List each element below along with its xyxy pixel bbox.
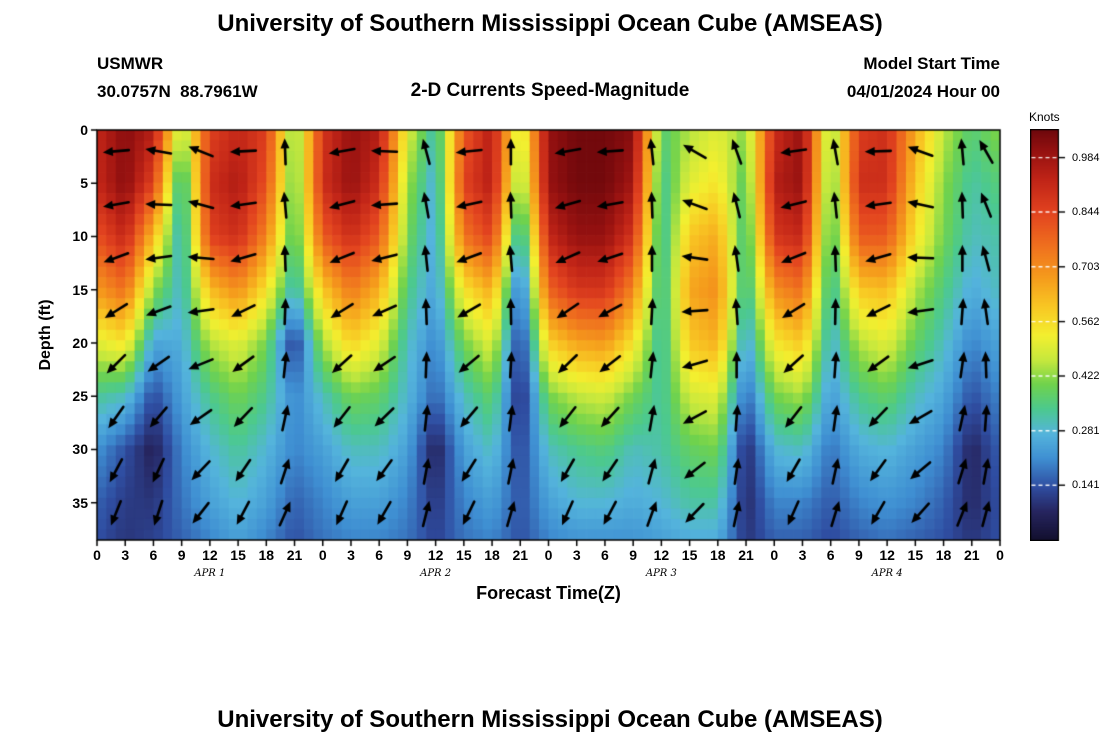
x-tick-label: 6 [149, 547, 158, 563]
x-tick-label: 18 [710, 547, 726, 563]
x-tick-label: 3 [572, 547, 581, 563]
colorbar-tick-label: 0.141 [1072, 479, 1100, 492]
colorbar-tick-label: 0.422 [1072, 370, 1100, 382]
x-tick-label: 6 [826, 547, 835, 563]
station-id: USMWR [97, 54, 164, 73]
x-tick-label: 18 [258, 547, 275, 563]
heatmap-quiver-canvas [87, 125, 1010, 555]
x-tick-label: 12 [427, 547, 444, 563]
model-start-time-label: Model Start Time [863, 54, 1000, 73]
x-tick-label: 0 [544, 547, 553, 563]
x-axis-label: Forecast Time(Z) [476, 583, 621, 603]
x-tick-label: 21 [963, 547, 980, 563]
x-tick-label: 15 [907, 547, 924, 563]
x-tick-label: 18 [484, 547, 500, 563]
x-tick-label: 9 [855, 547, 863, 563]
x-tick-label: 15 [456, 547, 472, 563]
x-tick-label: 21 [512, 547, 529, 563]
day-label: APR 4 [871, 568, 903, 579]
x-tick-label: 6 [601, 547, 609, 563]
x-tick-label: 9 [177, 547, 186, 563]
plot-subtitle: 2-D Currents Speed-Magnitude [410, 80, 690, 101]
station-coordinates: 30.0757N 88.7961W [97, 82, 258, 101]
x-tick-label: 12 [879, 547, 895, 563]
y-tick-label: 35 [72, 494, 88, 511]
x-tick-label: 0 [770, 547, 779, 563]
colorbar-tick-label: 0.984 [1072, 151, 1100, 164]
y-tick-label: 30 [72, 441, 88, 458]
figure-title: University of Southern Mississippi Ocean… [217, 10, 883, 37]
x-tick-label: 6 [375, 547, 384, 563]
x-tick-label: 21 [286, 547, 303, 563]
x-tick-label: 3 [121, 547, 130, 563]
colorbar-tick-label: 0.703 [1072, 260, 1100, 273]
y-tick-label: 15 [72, 281, 88, 298]
y-tick-label: 20 [72, 334, 88, 351]
x-tick-label: 9 [403, 547, 412, 563]
x-tick-label: 0 [93, 547, 101, 563]
x-tick-label: 9 [629, 547, 638, 563]
colorbar-tick-label: 0.281 [1072, 424, 1100, 437]
model-start-time-value: 04/01/2024 Hour 00 [846, 82, 1000, 101]
y-tick-label: 25 [72, 388, 88, 405]
day-label: APR 2 [420, 568, 452, 579]
x-tick-label: 12 [653, 547, 670, 563]
y-tick-label: 10 [72, 228, 88, 245]
colorbar-tick-label: 0.562 [1072, 315, 1100, 328]
y-axis-label: Depth (ft) [37, 299, 54, 371]
x-tick-label: 12 [202, 547, 218, 563]
x-tick-label: 0 [318, 547, 327, 563]
x-tick-label: 21 [738, 547, 754, 563]
y-tick-label: 0 [80, 122, 88, 138]
x-tick-label: 3 [347, 547, 355, 563]
next-figure-title: University of Southern Mississippi Ocean… [217, 706, 883, 733]
x-tick-label: 15 [681, 547, 698, 563]
day-label: APR 3 [645, 568, 677, 579]
colorbar [1030, 129, 1070, 541]
day-label: APR 1 [194, 568, 226, 579]
y-tick-label: 5 [80, 175, 88, 192]
colorbar-units-label: Knots [1029, 110, 1060, 124]
x-tick-label: 0 [996, 547, 1004, 563]
colorbar-tick-label: 0.844 [1072, 206, 1100, 218]
x-tick-label: 15 [230, 547, 246, 563]
x-tick-label: 18 [935, 547, 952, 563]
x-tick-label: 3 [798, 547, 807, 563]
